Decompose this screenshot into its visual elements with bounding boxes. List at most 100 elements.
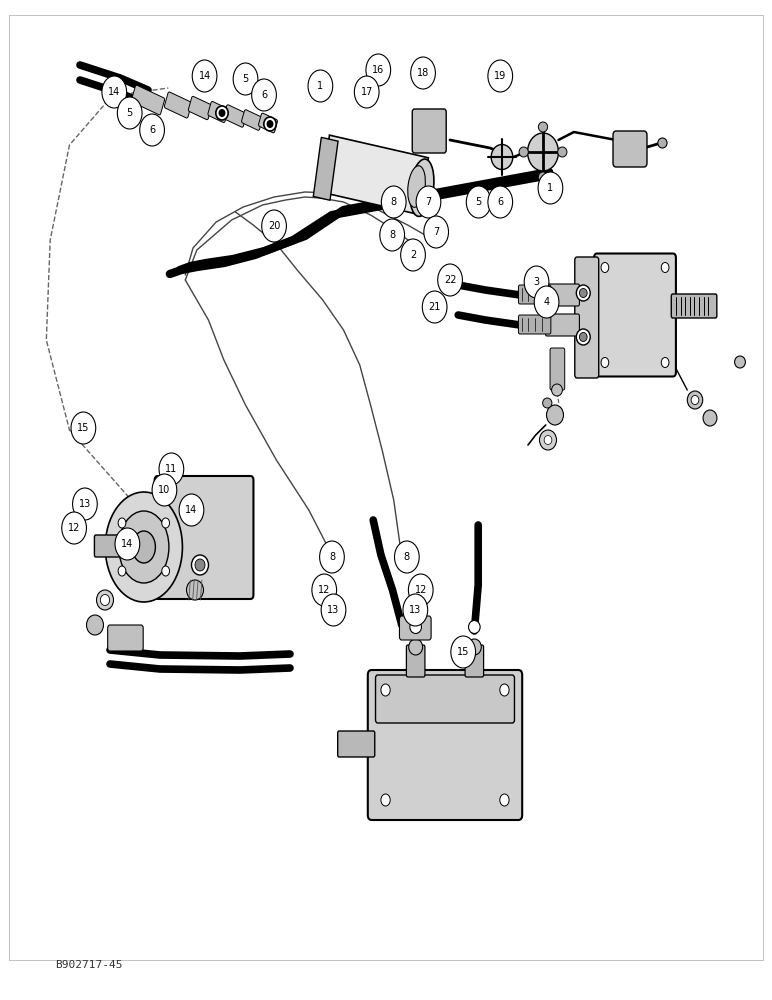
Circle shape xyxy=(62,512,86,544)
FancyBboxPatch shape xyxy=(208,101,228,123)
Circle shape xyxy=(320,541,344,573)
Ellipse shape xyxy=(557,147,567,157)
Ellipse shape xyxy=(544,436,552,444)
Text: 19: 19 xyxy=(494,71,506,81)
Text: 8: 8 xyxy=(389,230,395,240)
Circle shape xyxy=(312,574,337,606)
Text: 4: 4 xyxy=(543,297,550,307)
Text: 7: 7 xyxy=(425,197,432,207)
Text: 20: 20 xyxy=(268,221,280,231)
Ellipse shape xyxy=(527,133,558,171)
Ellipse shape xyxy=(410,159,434,216)
Circle shape xyxy=(401,239,425,271)
FancyBboxPatch shape xyxy=(412,109,446,153)
FancyBboxPatch shape xyxy=(672,294,717,318)
Text: 13: 13 xyxy=(327,605,340,615)
Text: 12: 12 xyxy=(415,585,427,595)
Circle shape xyxy=(451,636,476,668)
Ellipse shape xyxy=(191,555,208,575)
Ellipse shape xyxy=(491,144,513,169)
Text: 14: 14 xyxy=(198,71,211,81)
Text: 16: 16 xyxy=(372,65,384,75)
Circle shape xyxy=(538,172,563,204)
Circle shape xyxy=(252,79,276,111)
Ellipse shape xyxy=(100,594,110,605)
Ellipse shape xyxy=(118,518,126,528)
FancyBboxPatch shape xyxy=(399,616,431,640)
Circle shape xyxy=(179,494,204,526)
Circle shape xyxy=(380,219,405,251)
Ellipse shape xyxy=(105,492,182,602)
FancyBboxPatch shape xyxy=(613,131,647,167)
Ellipse shape xyxy=(580,332,587,342)
Text: B902717-45: B902717-45 xyxy=(56,960,123,970)
Text: 10: 10 xyxy=(158,485,171,495)
Circle shape xyxy=(262,210,286,242)
Ellipse shape xyxy=(408,166,425,207)
Text: 8: 8 xyxy=(404,552,410,562)
Text: 12: 12 xyxy=(68,523,80,533)
Circle shape xyxy=(321,594,346,626)
Circle shape xyxy=(394,541,419,573)
Ellipse shape xyxy=(577,285,591,301)
Circle shape xyxy=(403,594,428,626)
Text: 15: 15 xyxy=(77,423,90,433)
Ellipse shape xyxy=(118,566,126,576)
Ellipse shape xyxy=(658,138,667,148)
Ellipse shape xyxy=(538,122,547,132)
FancyBboxPatch shape xyxy=(519,315,551,334)
Circle shape xyxy=(438,264,462,296)
FancyBboxPatch shape xyxy=(313,137,338,200)
Text: 14: 14 xyxy=(185,505,198,515)
Ellipse shape xyxy=(216,106,229,120)
Text: 1: 1 xyxy=(547,183,554,193)
Circle shape xyxy=(524,266,549,298)
Ellipse shape xyxy=(467,639,481,655)
Ellipse shape xyxy=(601,262,609,272)
Ellipse shape xyxy=(499,794,509,806)
Text: 7: 7 xyxy=(433,227,439,237)
Text: 21: 21 xyxy=(428,302,441,312)
Text: 3: 3 xyxy=(533,277,540,287)
Circle shape xyxy=(73,488,97,520)
Ellipse shape xyxy=(547,405,564,425)
Ellipse shape xyxy=(132,531,155,563)
Ellipse shape xyxy=(577,329,591,345)
Ellipse shape xyxy=(687,391,703,409)
Circle shape xyxy=(71,412,96,444)
Text: 2: 2 xyxy=(410,250,416,260)
Text: 1: 1 xyxy=(317,81,323,91)
FancyBboxPatch shape xyxy=(164,92,191,118)
Text: 5: 5 xyxy=(242,74,249,84)
Ellipse shape xyxy=(162,566,170,576)
FancyBboxPatch shape xyxy=(519,285,551,304)
Circle shape xyxy=(466,186,491,218)
Text: 5: 5 xyxy=(476,197,482,207)
Ellipse shape xyxy=(266,120,273,128)
Ellipse shape xyxy=(499,684,509,696)
Ellipse shape xyxy=(543,398,552,408)
Ellipse shape xyxy=(580,288,587,297)
FancyBboxPatch shape xyxy=(594,253,676,376)
FancyBboxPatch shape xyxy=(131,85,164,115)
Ellipse shape xyxy=(519,147,528,157)
Ellipse shape xyxy=(381,794,390,806)
FancyBboxPatch shape xyxy=(575,257,599,378)
Circle shape xyxy=(488,186,513,218)
FancyBboxPatch shape xyxy=(550,348,565,390)
FancyBboxPatch shape xyxy=(107,625,143,651)
Ellipse shape xyxy=(703,410,717,426)
Ellipse shape xyxy=(538,172,547,182)
Circle shape xyxy=(424,216,449,248)
Circle shape xyxy=(115,528,140,560)
Circle shape xyxy=(102,76,127,108)
FancyBboxPatch shape xyxy=(337,731,374,757)
FancyBboxPatch shape xyxy=(406,645,425,677)
Circle shape xyxy=(233,63,258,95)
Text: 13: 13 xyxy=(79,499,91,509)
Text: 8: 8 xyxy=(391,197,397,207)
Ellipse shape xyxy=(195,559,205,571)
FancyBboxPatch shape xyxy=(259,113,277,133)
Ellipse shape xyxy=(691,395,699,404)
Ellipse shape xyxy=(408,639,422,655)
